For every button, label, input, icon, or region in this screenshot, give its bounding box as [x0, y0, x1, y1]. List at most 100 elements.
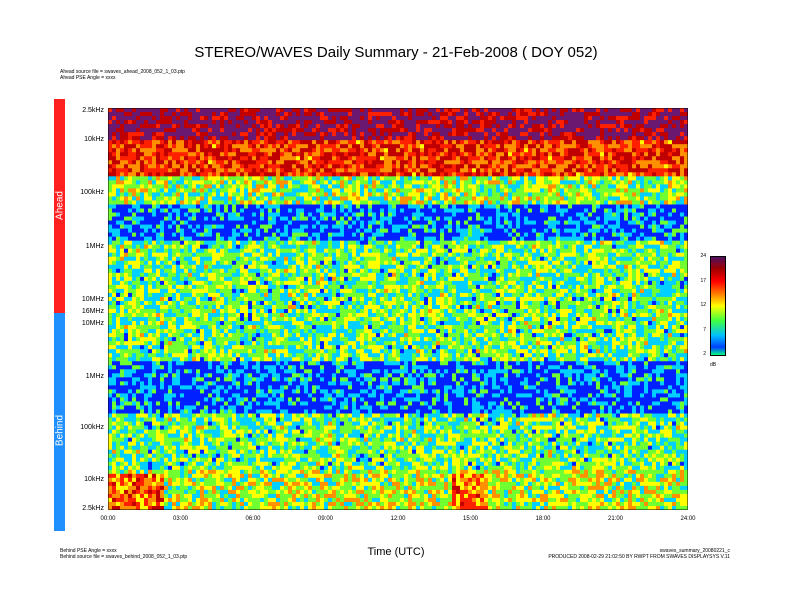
spectrogram-cell	[460, 124, 465, 129]
spectrogram-cell	[148, 120, 153, 125]
spectrogram-cell	[460, 240, 465, 246]
spectrogram-cell	[124, 172, 129, 177]
spectrogram-cell	[608, 140, 613, 145]
spectrogram-cell	[156, 200, 161, 205]
spectrogram-cell	[256, 160, 261, 165]
spectrogram-cell	[376, 112, 381, 117]
spectrogram-cell	[268, 172, 273, 177]
spectrogram-cell	[392, 120, 397, 125]
spectrogram-cell	[132, 240, 137, 246]
spectrogram-cell	[548, 188, 553, 193]
spectrogram-cell	[572, 204, 577, 209]
spectrogram-cell	[372, 140, 377, 145]
spectrogram-cell	[440, 172, 445, 177]
spectrogram-cell	[420, 208, 425, 214]
spectrogram-cell	[376, 140, 381, 145]
spectrogram-cell	[380, 208, 385, 214]
spectrogram-cell	[452, 160, 457, 165]
spectrogram-cell	[456, 236, 461, 242]
spectrogram-cell	[348, 244, 353, 250]
spectrogram-cell	[336, 136, 341, 141]
spectrogram-cell	[476, 188, 481, 193]
spectrogram-cell	[604, 168, 609, 173]
spectrogram-cell	[564, 192, 569, 197]
spectrogram-cell	[372, 232, 377, 238]
spectrogram-cell	[528, 220, 533, 226]
spectrogram-cell	[652, 132, 657, 137]
spectrogram-cell	[460, 116, 465, 121]
spectrogram-cell	[140, 240, 145, 246]
spectrogram-cell	[372, 152, 377, 157]
spectrogram-cell	[540, 240, 545, 246]
spectrogram-cell	[556, 184, 561, 189]
spectrogram-cell	[304, 220, 309, 226]
spectrogram-cell	[196, 180, 201, 185]
spectrogram-cell	[192, 244, 197, 250]
spectrogram-cell	[320, 168, 325, 173]
spectrogram-cell	[204, 128, 209, 133]
spectrogram-cell	[268, 188, 273, 193]
spectrogram-cell	[300, 136, 305, 141]
spectrogram-cell	[436, 180, 441, 185]
spectrogram-cell	[476, 240, 481, 246]
spectrogram-cell	[108, 192, 113, 197]
spectrogram-cell	[472, 208, 477, 214]
spectrogram-cell	[220, 200, 225, 205]
spectrogram-cell	[660, 124, 665, 129]
spectrogram-cell	[388, 112, 393, 117]
spectrogram-cell	[296, 180, 301, 185]
spectrogram-cell	[584, 196, 589, 201]
spectrogram-cell	[340, 240, 345, 246]
spectrogram-cell	[148, 212, 153, 218]
spectrogram-cell	[548, 136, 553, 141]
spectrogram-cell	[164, 228, 169, 234]
spectrogram-cell	[184, 200, 189, 205]
spectrogram-cell	[556, 232, 561, 238]
spectrogram-cell	[312, 164, 317, 169]
spectrogram-cell	[236, 152, 241, 157]
spectrogram-cell	[284, 132, 289, 137]
spectrogram-cell	[156, 136, 161, 141]
spectrogram-cell	[564, 172, 569, 177]
spectrogram-cell	[520, 168, 525, 173]
spectrogram-cell	[472, 168, 477, 173]
spectrogram-cell	[380, 164, 385, 169]
spectrogram-cell	[528, 208, 533, 214]
spectrogram-cell	[464, 108, 469, 113]
spectrogram-cell	[612, 136, 617, 141]
spectrogram-cell	[512, 176, 517, 181]
spectrogram-cell	[472, 136, 477, 141]
spectrogram-cell	[120, 216, 125, 222]
spectrogram-cell	[412, 172, 417, 177]
spectrogram-cell	[616, 240, 621, 246]
spectrogram-cell	[272, 236, 277, 242]
spectrogram-cell	[428, 188, 433, 193]
spectrogram-cell	[464, 232, 469, 238]
spectrogram-cell	[472, 204, 477, 209]
spectrogram-cell	[204, 136, 209, 141]
spectrogram-cell	[244, 216, 249, 222]
spectrogram-cell	[444, 132, 449, 137]
spectrogram-cell	[560, 128, 565, 133]
spectrogram-cell	[500, 220, 505, 226]
spectrogram-cell	[608, 132, 613, 137]
spectrogram-cell	[640, 116, 645, 121]
spectrogram-cell	[492, 112, 497, 117]
spectrogram-cell	[132, 176, 137, 181]
spectrogram-cell	[324, 152, 329, 157]
spectrogram-cell	[624, 172, 629, 177]
spectrogram-cell	[672, 208, 677, 214]
spectrogram-cell	[208, 164, 213, 169]
spectrogram-cell	[328, 144, 333, 149]
spectrogram-cell	[320, 220, 325, 226]
spectrogram-cell	[304, 208, 309, 214]
spectrogram-cell	[504, 164, 509, 169]
spectrogram-cell	[448, 236, 453, 242]
spectrogram-cell	[144, 116, 149, 121]
spectrogram-cell	[156, 208, 161, 214]
spectrogram-cell	[404, 120, 409, 125]
spectrogram-cell	[248, 128, 253, 133]
spectrogram-cell	[348, 148, 353, 153]
spectrogram-cell	[472, 216, 477, 222]
spectrogram-cell	[188, 184, 193, 189]
